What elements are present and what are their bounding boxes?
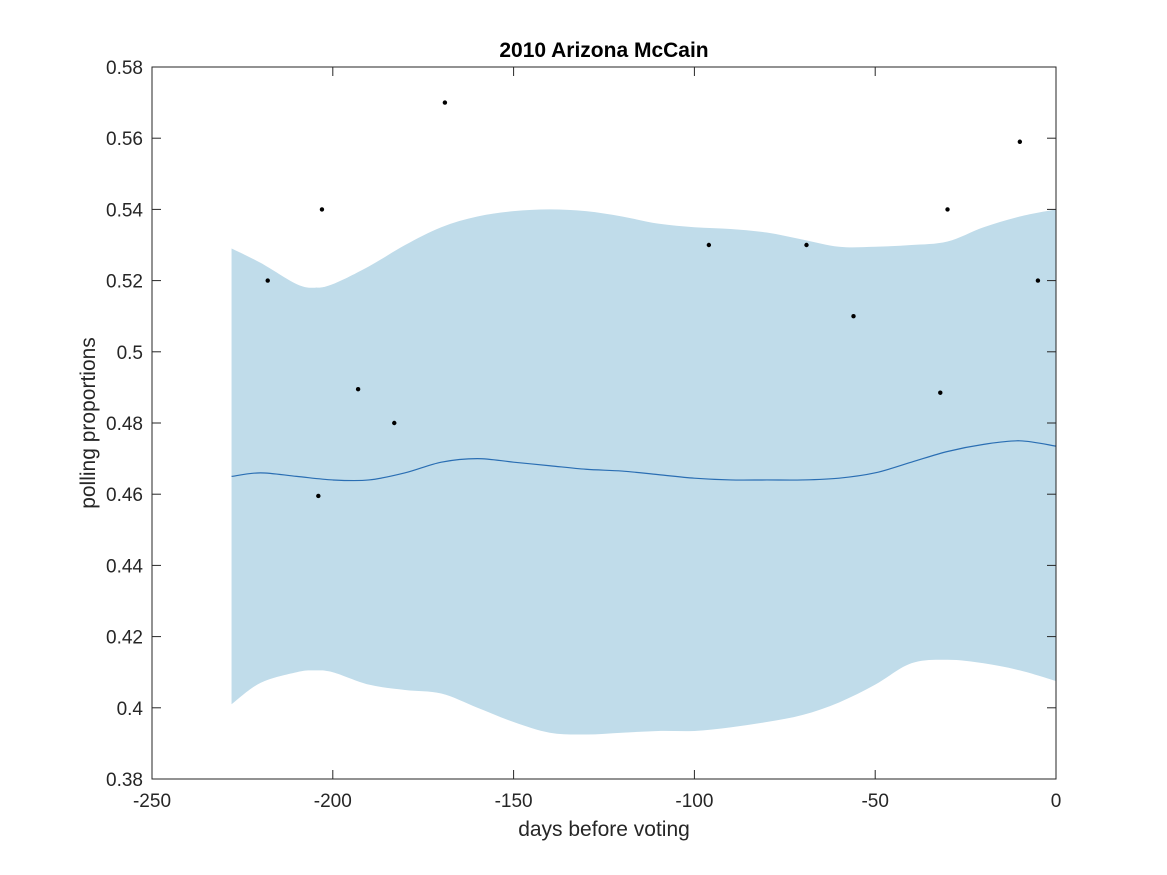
poll-points bbox=[265, 100, 1041, 499]
y-tick-label: 0.52 bbox=[106, 272, 143, 293]
poll-point bbox=[804, 242, 809, 248]
plot-area bbox=[231, 100, 1057, 735]
x-axis-label: days before voting bbox=[518, 818, 690, 841]
confidence-band bbox=[231, 209, 1057, 735]
y-tick-label: 0.38 bbox=[106, 770, 143, 791]
x-tick-label: -150 bbox=[495, 791, 533, 812]
x-tick-label: -250 bbox=[133, 791, 171, 812]
y-tick-label: 0.48 bbox=[106, 414, 143, 435]
y-tick-label: 0.58 bbox=[106, 58, 143, 79]
y-tick-label: 0.42 bbox=[106, 628, 143, 649]
poll-point bbox=[316, 493, 321, 499]
poll-point bbox=[265, 278, 270, 283]
y-tick-label: 0.4 bbox=[117, 699, 144, 720]
poll-point bbox=[945, 207, 950, 212]
poll-point bbox=[938, 390, 943, 395]
x-tick-label: -200 bbox=[314, 791, 352, 812]
y-tick-label: 0.56 bbox=[106, 129, 143, 150]
y-ticks: 0.38 0.4 0.42 0.44 0.46 0.48 0.5 0.52 0.54 0.56 0.… bbox=[106, 58, 1056, 791]
y-axis-label: polling proportions bbox=[77, 337, 100, 509]
poll-point bbox=[851, 314, 856, 319]
poll-point bbox=[392, 420, 397, 426]
y-tick-label: 0.46 bbox=[106, 485, 143, 506]
y-tick-label: 0.5 bbox=[117, 343, 143, 364]
mean-line bbox=[231, 440, 1057, 482]
poll-point bbox=[1017, 139, 1023, 144]
poll-point bbox=[442, 100, 448, 105]
chart-title: 2010 Arizona McCain bbox=[499, 39, 708, 62]
poll-point bbox=[319, 207, 325, 212]
poll-point bbox=[355, 386, 361, 392]
poll-point bbox=[706, 242, 712, 248]
y-tick-label: 0.54 bbox=[106, 200, 143, 221]
x-tick-label: -50 bbox=[861, 791, 888, 812]
x-tick-label: -100 bbox=[675, 791, 713, 812]
x-ticks: -250 -200 -150 -100 -50 0 bbox=[133, 67, 1061, 812]
y-tick-label: 0.44 bbox=[106, 556, 143, 577]
x-tick-label: 0 bbox=[1051, 791, 1062, 812]
poll-point bbox=[1035, 278, 1041, 283]
